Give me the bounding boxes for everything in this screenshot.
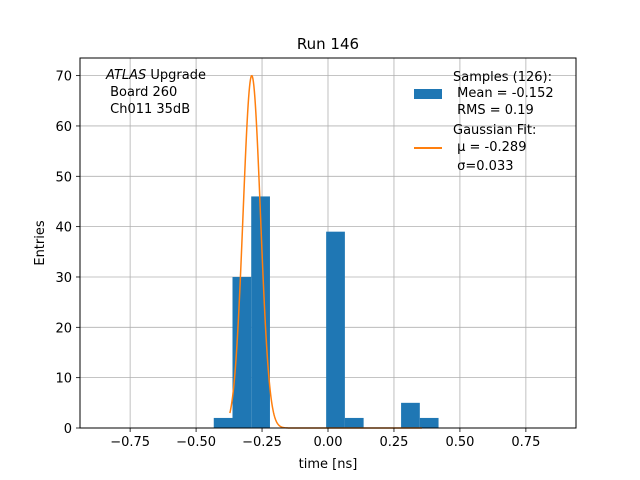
- legend: Samples (126): Mean = -0.152 RMS = 0.19 …: [414, 70, 554, 174]
- upgrade-label: Upgrade: [146, 68, 206, 83]
- histogram-bar: [232, 276, 252, 428]
- legend-samples-rms: RMS = 0.19: [453, 103, 534, 118]
- y-tick-label: 30: [55, 271, 72, 286]
- x-tick-label: −0.50: [176, 435, 216, 450]
- legend-samples-label: Samples (126):: [453, 70, 552, 85]
- x-tick-label: 0.00: [314, 435, 343, 450]
- x-tick-label: −0.75: [110, 435, 150, 450]
- y-tick-label: 20: [55, 321, 72, 336]
- info-annotation: ATLAS Upgrade Board 260 Ch011 35dB: [105, 68, 206, 117]
- y-tick-label: 10: [55, 372, 72, 387]
- y-tick-label: 70: [55, 70, 72, 85]
- channel-label: Ch011 35dB: [106, 102, 190, 117]
- x-axis-ticks: −0.75 −0.50 −0.25 0.00 0.25 0.50 0.75: [110, 428, 540, 450]
- histogram-bar: [401, 402, 420, 428]
- histogram-bar: [326, 231, 345, 428]
- x-tick-label: 0.25: [379, 435, 408, 450]
- y-tick-label: 50: [55, 170, 72, 185]
- histogram-bar: [251, 196, 270, 428]
- x-tick-label: 0.50: [445, 435, 474, 450]
- x-tick-label: 0.75: [511, 435, 540, 450]
- legend-fit-mu: μ = -0.289: [453, 140, 526, 155]
- legend-fit-sigma: σ=0.033: [453, 159, 513, 174]
- histogram-bars: [213, 196, 439, 428]
- x-axis-label: time [ns]: [299, 457, 358, 472]
- y-axis-label: Entries: [33, 220, 48, 266]
- legend-samples-mean: Mean = -0.152: [453, 86, 554, 101]
- y-tick-label: 40: [55, 221, 72, 236]
- atlas-label: ATLAS: [105, 68, 146, 83]
- board-label: Board 260: [106, 85, 177, 100]
- histogram-bar: [213, 417, 233, 428]
- y-tick-label: 0: [64, 422, 72, 437]
- histogram-bar: [344, 417, 364, 428]
- atlas-upgrade-line: ATLAS Upgrade: [105, 68, 206, 83]
- y-axis-ticks: 0 10 20 30 40 50 60 70: [55, 70, 80, 437]
- x-tick-label: −0.25: [242, 435, 282, 450]
- histogram-bar: [419, 417, 439, 428]
- y-tick-label: 60: [55, 120, 72, 135]
- chart-title: Run 146: [297, 35, 359, 53]
- legend-fit-label: Gaussian Fit:: [453, 123, 536, 138]
- legend-samples-swatch: [414, 89, 442, 99]
